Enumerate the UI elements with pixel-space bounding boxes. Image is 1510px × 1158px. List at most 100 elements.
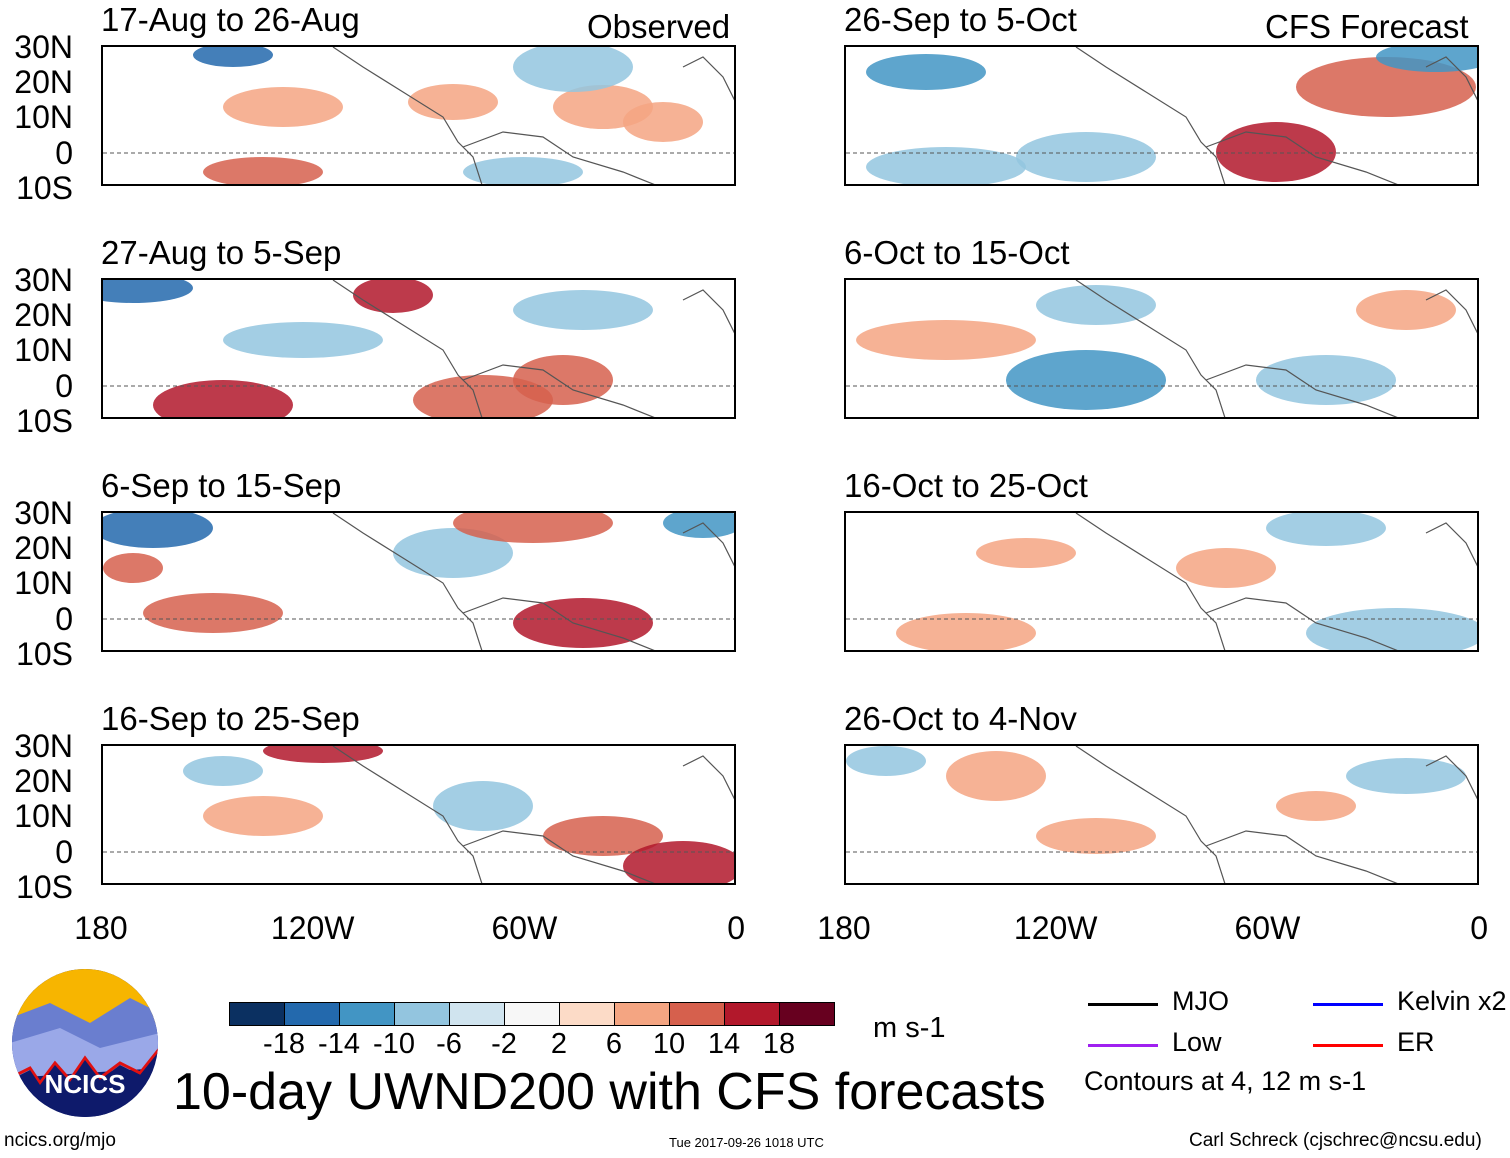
coastline [1075,280,1226,417]
wind-anomaly-region [353,280,433,313]
wind-anomaly-region [896,613,1036,650]
latitude-label: 10S [16,402,73,439]
coastline [332,746,483,883]
wind-anomaly-region [513,290,653,330]
svg-text:NCICS: NCICS [45,1069,126,1099]
latitude-label: 10N [14,99,73,136]
colorbar-tick-label: -6 [436,1028,462,1060]
legend-label: Kelvin x2 [1397,986,1507,1016]
wind-anomaly-region [513,598,653,648]
wind-anomaly-region [408,84,498,120]
wind-anomaly-region [153,380,293,417]
panel-title: 27-Aug to 5-Sep [101,234,342,271]
colorbar-tick-label: 10 [652,1028,686,1060]
coastline [682,56,734,101]
coastline [682,522,734,567]
latitude-label: 30N [14,495,73,531]
panel-title: 17-Aug to 26-Aug [101,1,360,38]
forecast-map-panel [844,744,1479,885]
contour-note: Contours at 4, 12 m s-1 [1084,1066,1367,1096]
colorbar-tick-label: -10 [373,1028,415,1060]
footer-credit: Carl Schreck (cjschrec@ncsu.edu) [1189,1130,1482,1151]
wind-anomaly-region [623,102,703,142]
latitude-label: 20N [14,297,73,334]
longitude-label: 0 [1470,910,1488,946]
longitude-label: 120W [1013,910,1098,946]
wind-anomaly-region [1036,818,1156,854]
legend-line-er [1313,1044,1383,1047]
wind-anomaly-region [223,87,343,127]
colorbar-swatch [724,1002,780,1026]
panel-title: 16-Sep to 25-Sep [101,700,360,737]
panel-title: 16-Oct to 25-Oct [844,467,1088,504]
colorbar-swatch [559,1002,615,1026]
coastline [462,364,655,417]
colorbar-swatch [449,1002,505,1026]
coastline [332,280,483,417]
longitude-label: 60W [491,910,558,946]
colorbar-swatch [284,1002,340,1026]
wind-anomaly-region [193,47,273,67]
colorbar-swatch [339,1002,395,1026]
wind-anomaly-region [976,538,1076,568]
wind-anomaly-region [103,553,163,583]
colorbar-tick-label: -14 [318,1028,360,1060]
longitude-label: 180 [74,910,128,946]
wind-anomaly-region [1356,290,1456,330]
wind-anomaly-region [143,593,283,633]
latitude-label: 10N [14,798,73,835]
coastline [682,755,734,800]
coastline [1205,830,1398,883]
panel-title: 6-Sep to 15-Sep [101,467,342,504]
latitude-label: 20N [14,763,73,800]
footer-url[interactable]: ncics.org/mjo [4,1130,116,1151]
latitude-label: 10N [14,565,73,602]
wind-anomaly-region [866,54,986,90]
wind-anomaly-region [263,746,383,763]
wind-anomaly-region [866,147,1026,184]
legend-label: Low [1172,1027,1222,1057]
colorbar-tick-label: 2 [550,1028,568,1060]
legend-line-mjo [1088,1003,1158,1006]
coastline [1425,289,1477,334]
forecast-map-panel [844,45,1479,186]
colorbar-swatch [779,1002,835,1026]
legend-line-low [1088,1044,1158,1047]
observed-map-panel [101,278,736,419]
colorbar-swatch [229,1002,285,1026]
coastline [462,597,655,650]
coastline [462,830,655,883]
latitude-label: 20N [14,530,73,567]
colorbar-swatch [394,1002,450,1026]
figure-title: 10-day UWND200 with CFS forecasts [173,1063,1046,1121]
latitude-label: 30N [14,728,73,764]
forecast-header: CFS Forecast [1265,8,1469,45]
colorbar-tick-label: 18 [762,1028,796,1060]
coastline [1205,597,1398,650]
legend-label: MJO [1172,986,1229,1016]
ncics-logo: NCICS [12,969,158,1117]
wind-anomaly-region [543,816,663,856]
latitude-label: 10S [16,868,73,905]
wind-anomaly-region [946,751,1046,801]
wind-anomaly-region [1006,350,1166,410]
panel-title: 26-Sep to 5-Oct [844,1,1077,38]
colorbar-tick-label: 6 [605,1028,623,1060]
longitude-label: 60W [1234,910,1301,946]
colorbar-tick-label: -18 [263,1028,305,1060]
coastline [1425,755,1477,800]
wind-anomaly-region [393,528,513,578]
wind-anomaly-region [1016,132,1156,182]
footer-timestamp: Tue 2017-09-26 1018 UTC [669,1135,824,1150]
coastline [332,513,483,650]
wind-anomaly-region [513,47,633,92]
latitude-label: 10S [16,169,73,206]
colorbar-units: m s-1 [873,1012,946,1044]
legend-line-kelvin-x2 [1313,1003,1383,1006]
coastline [1075,513,1226,650]
wind-anomaly-region [663,513,734,538]
observed-map-panel [101,45,736,186]
wind-anomaly-region [463,157,583,184]
wind-anomaly-region [1216,122,1336,182]
